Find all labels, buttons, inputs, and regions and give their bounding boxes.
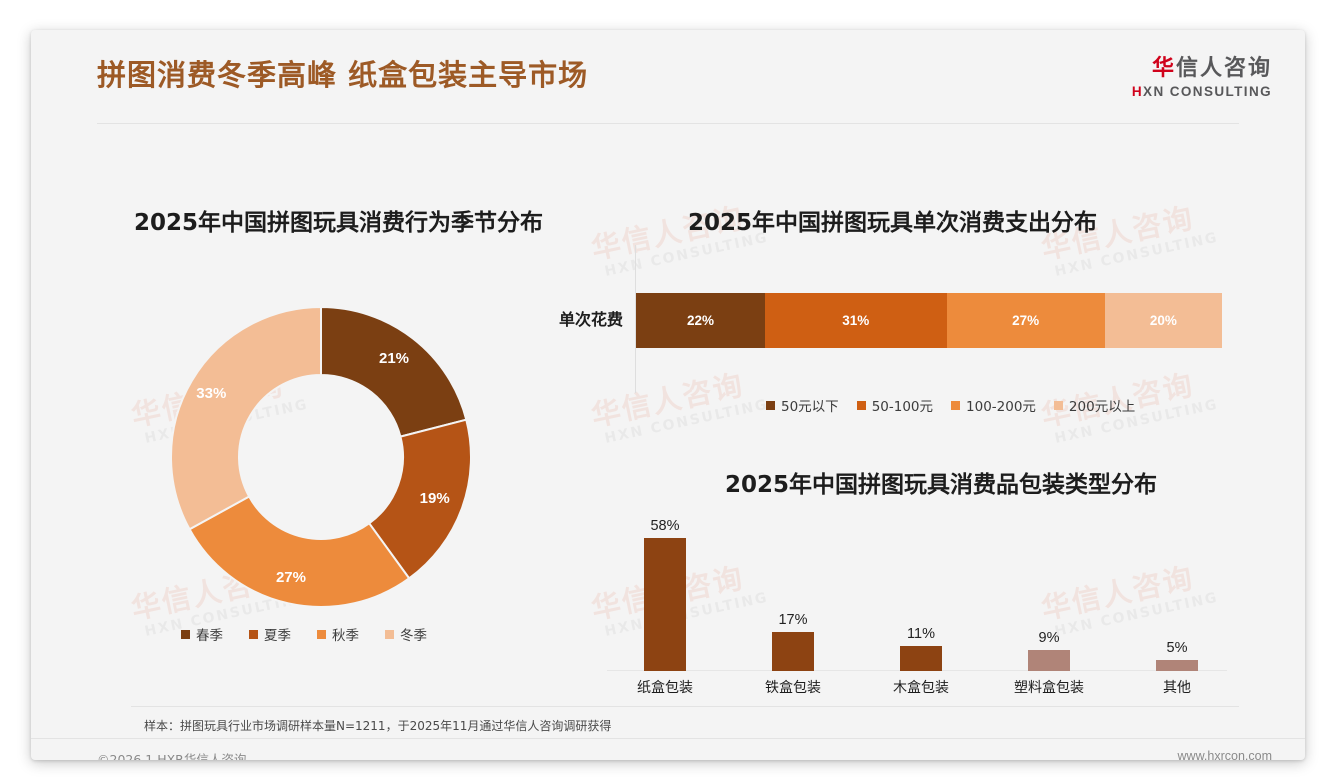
- column-bar[interactable]: [1156, 659, 1198, 671]
- website-link[interactable]: www.hxrcon.com: [1177, 749, 1272, 760]
- header-divider: [97, 123, 1239, 124]
- column-bar[interactable]: [900, 645, 942, 671]
- logo-en-text: HXN CONSULTING: [1132, 84, 1272, 99]
- legend-item-label: 秋季: [332, 628, 359, 644]
- column-category-label: 木盒包装: [893, 680, 949, 696]
- column-value-label: 5%: [1166, 639, 1188, 656]
- column-category-label: 其他: [1163, 680, 1191, 696]
- legend-item-label: 50元以下: [781, 399, 839, 415]
- legend-swatch-icon: [181, 629, 190, 639]
- column-item[interactable]: 17%: [729, 515, 857, 671]
- copyright-text: ©2026.1 HXR华信人咨询: [97, 752, 247, 760]
- column-bar[interactable]: [1028, 650, 1070, 671]
- legend-item[interactable]: 50-100元: [856, 395, 934, 415]
- stacked-bar-segment[interactable]: 27%: [946, 293, 1105, 348]
- brand-logo: 华信人咨询 HXN CONSULTING: [1132, 56, 1272, 99]
- legend-item[interactable]: 200元以上: [1053, 395, 1136, 415]
- legend-swatch-icon: [385, 629, 394, 639]
- legend-item[interactable]: 夏季: [249, 624, 291, 644]
- page-title: 拼图消费冬季高峰 纸盒包装主导市场: [97, 58, 589, 92]
- column-item[interactable]: 11%: [857, 515, 985, 671]
- stacked-bar-chart: 单次花费 22% 31% 27% 20%: [531, 245, 1231, 395]
- column-bar[interactable]: [772, 632, 814, 671]
- logo-en-rest: XN CONSULTING: [1143, 84, 1272, 100]
- stacked-chart-title: 2025年中国拼图玩具单次消费支出分布: [688, 210, 1098, 236]
- legend-item[interactable]: 50元以下: [766, 395, 839, 415]
- donut-slice[interactable]: [188, 495, 411, 608]
- column-value-label: 17%: [778, 612, 808, 629]
- logo-en-accent: H: [1131, 84, 1144, 100]
- report-card: 华信人咨询 HXN CONSULTING 华信人咨询 HXN CONSULTIN…: [31, 30, 1305, 760]
- donut-svg: [170, 305, 472, 608]
- column-category-axis: 纸盒包装 铁盒包装 木盒包装 塑料盒包装 其他: [601, 677, 1241, 697]
- column-category-label: 塑料盒包装: [1014, 680, 1084, 696]
- logo-cn-rest: 信人咨询: [1175, 56, 1272, 81]
- legend-item-label: 夏季: [264, 628, 291, 644]
- legend-item[interactable]: 冬季: [385, 624, 427, 644]
- stacked-category-label: 单次花费: [558, 310, 623, 329]
- donut-chart-title: 2025年中国拼图玩具消费行为季节分布: [134, 210, 544, 236]
- column-value-label: 9%: [1038, 630, 1060, 647]
- column-chart-title: 2025年中国拼图玩具消费品包装类型分布: [725, 472, 1158, 498]
- legend-swatch-icon: [1053, 400, 1063, 410]
- stacked-bar-segment[interactable]: 31%: [764, 293, 947, 348]
- legend-item[interactable]: 100-200元: [951, 395, 1036, 415]
- watermark-en: HXN CONSULTING: [603, 396, 770, 447]
- donut-slice-label: 19%: [419, 490, 450, 507]
- column-category-label: 纸盒包装: [637, 680, 693, 696]
- legend-item-label: 200元以上: [1068, 399, 1136, 415]
- stacked-bar-segment[interactable]: 20%: [1104, 293, 1222, 348]
- footnote-divider: [131, 706, 1239, 707]
- donut-slice-label: 21%: [379, 350, 410, 368]
- header: 拼图消费冬季高峰 纸盒包装主导市场 华信人咨询 HXN CONSULTING: [31, 30, 1305, 123]
- legend-item-label: 冬季: [400, 628, 427, 644]
- column-bar[interactable]: [644, 538, 686, 671]
- column-value-label: 11%: [907, 625, 935, 642]
- donut-slice-label: 27%: [275, 569, 306, 586]
- column-item[interactable]: 9%: [985, 515, 1113, 671]
- donut-slice[interactable]: [170, 305, 322, 531]
- column-item[interactable]: 58%: [601, 515, 729, 671]
- stacked-axis-line: [635, 245, 636, 393]
- column-category-label: 铁盒包装: [765, 680, 821, 696]
- legend-item[interactable]: 春季: [181, 624, 223, 644]
- logo-cn-accent: 华: [1151, 56, 1176, 81]
- donut-chart: 21% 19% 27% 33%: [156, 292, 486, 622]
- sample-footnote: 样本：拼图玩具行业市场调研样本量N=1211，于2025年11月通过华信人咨询调…: [144, 719, 612, 733]
- donut-slice[interactable]: [367, 418, 472, 580]
- donut-legend: 春季 夏季 秋季 冬季: [181, 624, 427, 644]
- legend-swatch-icon: [856, 400, 866, 410]
- logo-cn-text: 华信人咨询: [1132, 56, 1272, 81]
- legend-swatch-icon: [951, 400, 961, 410]
- column-item[interactable]: 5%: [1113, 515, 1241, 671]
- column-chart: 58% 17% 11% 9% 5% 纸盒包装 铁盒包装 木盒包装 塑料盒包装 其他: [601, 515, 1241, 705]
- donut-slice-label: 33%: [196, 384, 227, 402]
- legend-item-label: 50-100元: [871, 399, 934, 415]
- footer-divider: [31, 738, 1305, 739]
- legend-swatch-icon: [249, 629, 258, 639]
- stacked-legend: 50元以下 50-100元 100-200元 200元以上: [766, 395, 1135, 415]
- legend-swatch-icon: [766, 400, 775, 410]
- legend-item[interactable]: 秋季: [317, 624, 359, 644]
- donut-slice[interactable]: [320, 305, 468, 438]
- column-bars-container: 58% 17% 11% 9% 5%: [601, 515, 1241, 671]
- stacked-bar-track: 22% 31% 27% 20%: [636, 293, 1222, 348]
- column-value-label: 58%: [650, 518, 680, 535]
- stacked-bar-segment[interactable]: 22%: [636, 293, 765, 348]
- legend-item-label: 100-200元: [966, 399, 1036, 415]
- legend-item-label: 春季: [196, 628, 223, 644]
- legend-swatch-icon: [317, 629, 326, 639]
